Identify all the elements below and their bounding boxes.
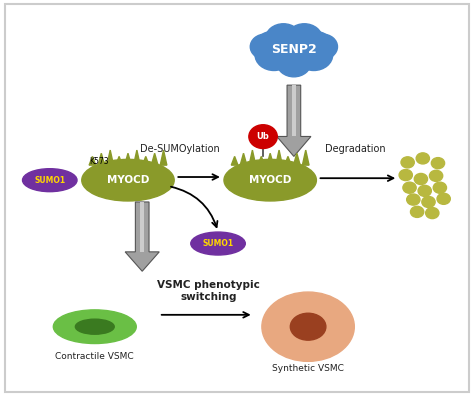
Circle shape: [433, 182, 447, 193]
FancyArrow shape: [125, 202, 159, 271]
Polygon shape: [293, 153, 300, 165]
Ellipse shape: [191, 232, 246, 255]
FancyArrow shape: [277, 85, 311, 156]
Polygon shape: [151, 153, 158, 165]
Circle shape: [399, 169, 412, 181]
Text: MYOCD: MYOCD: [249, 175, 292, 185]
Text: SENP2: SENP2: [271, 43, 317, 55]
Circle shape: [269, 27, 319, 68]
Polygon shape: [160, 150, 167, 165]
Circle shape: [286, 24, 322, 54]
Text: Degradation: Degradation: [325, 143, 386, 154]
Polygon shape: [267, 153, 273, 165]
Ellipse shape: [54, 310, 137, 344]
Circle shape: [295, 39, 333, 70]
Polygon shape: [116, 156, 122, 165]
Text: MYOCD: MYOCD: [107, 175, 149, 185]
Circle shape: [255, 39, 293, 70]
Polygon shape: [125, 153, 131, 165]
FancyArrow shape: [292, 85, 296, 137]
Circle shape: [416, 153, 429, 164]
FancyBboxPatch shape: [5, 4, 469, 392]
Polygon shape: [258, 156, 264, 165]
Polygon shape: [302, 150, 309, 165]
Text: K573: K573: [89, 157, 109, 166]
Polygon shape: [231, 156, 238, 165]
Circle shape: [401, 157, 414, 168]
Circle shape: [407, 194, 420, 205]
Circle shape: [257, 32, 285, 55]
Circle shape: [429, 170, 443, 181]
Circle shape: [302, 32, 331, 55]
Polygon shape: [107, 150, 114, 165]
Ellipse shape: [82, 159, 174, 201]
Circle shape: [265, 24, 301, 54]
Circle shape: [410, 206, 424, 217]
Polygon shape: [284, 156, 291, 165]
Circle shape: [422, 196, 435, 208]
Text: SUMO1: SUMO1: [202, 239, 234, 248]
Circle shape: [403, 182, 416, 193]
Circle shape: [249, 125, 277, 148]
FancyArrow shape: [140, 202, 144, 252]
Text: Synthetic VSMC: Synthetic VSMC: [272, 364, 344, 373]
Ellipse shape: [290, 313, 326, 340]
Polygon shape: [276, 150, 283, 165]
Circle shape: [277, 48, 311, 77]
Text: Contractile VSMC: Contractile VSMC: [55, 352, 134, 361]
Circle shape: [437, 193, 450, 204]
Circle shape: [418, 185, 431, 196]
Polygon shape: [89, 156, 96, 165]
Circle shape: [307, 34, 337, 59]
Text: De-SUMOylation: De-SUMOylation: [140, 143, 220, 154]
Ellipse shape: [224, 159, 316, 201]
Text: Ub: Ub: [257, 132, 269, 141]
Polygon shape: [240, 153, 247, 165]
Polygon shape: [142, 156, 149, 165]
Polygon shape: [249, 150, 255, 165]
Polygon shape: [134, 150, 140, 165]
Text: SUMO1: SUMO1: [34, 176, 65, 185]
Ellipse shape: [75, 319, 114, 334]
Ellipse shape: [262, 292, 355, 361]
Text: VSMC phenotypic
switching: VSMC phenotypic switching: [157, 280, 260, 302]
Circle shape: [431, 158, 445, 169]
Polygon shape: [98, 153, 105, 165]
Circle shape: [426, 208, 439, 219]
Circle shape: [414, 173, 428, 185]
Ellipse shape: [23, 169, 77, 192]
Circle shape: [250, 34, 281, 59]
